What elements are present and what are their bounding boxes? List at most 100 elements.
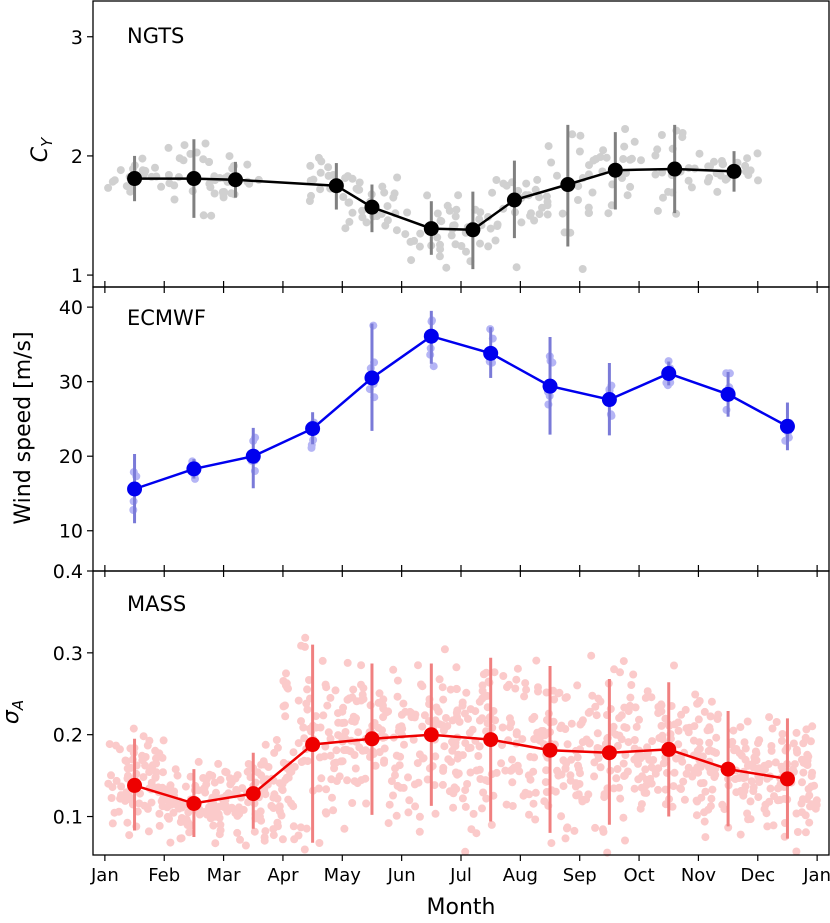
mass-scatter-point: [117, 791, 125, 800]
mass-scatter-point: [163, 812, 172, 821]
mass-scatter-point: [712, 733, 721, 742]
mass-scatter-point: [768, 724, 777, 733]
mass-scatter-point: [415, 827, 424, 836]
mass-scatter-point: [577, 718, 586, 727]
mass-scatter-point: [576, 769, 584, 778]
mass-scatter-point: [513, 664, 522, 673]
ngts-ylabel-sub: Y: [38, 136, 56, 147]
mass-scatter-point: [273, 794, 282, 803]
ngts-scatter-point: [657, 131, 666, 139]
mass-scatter-point: [152, 784, 161, 792]
mass-scatter-point: [206, 814, 215, 823]
mass-scatter-point: [155, 809, 164, 818]
mass-scatter-point: [354, 728, 363, 737]
mass-scatter-point: [352, 697, 361, 706]
mass-scatter-point: [801, 733, 810, 742]
ngts-scatter-point: [621, 125, 630, 133]
mass-scatter-point: [754, 739, 762, 748]
mass-scatter-point: [694, 715, 703, 724]
mass-scatter-point: [144, 827, 153, 836]
mass-scatter-point: [512, 728, 521, 737]
mass-scatter-point: [505, 680, 513, 689]
mass-scatter-point: [708, 785, 717, 794]
mass-scatter-point: [449, 789, 458, 798]
mass-scatter-point: [613, 765, 622, 773]
mass-scatter-point: [461, 847, 470, 856]
ngts-panel: 1 2 3 NGTS CY: [28, 24, 818, 287]
mass-scatter-point: [641, 693, 650, 702]
mass-scatter-point: [765, 713, 774, 722]
mass-scatter-point: [448, 716, 457, 725]
mass-scatter-point: [115, 745, 124, 754]
mass-scatter-point: [398, 724, 407, 733]
mass-scatter-point: [440, 742, 449, 751]
mass-scatter-point: [393, 692, 402, 701]
ngts-y-tick-label: 3: [71, 27, 83, 49]
ngts-scatter-point: [219, 190, 228, 199]
mass-scatter-point: [303, 685, 312, 694]
x-axis-label: Month: [427, 895, 496, 920]
ecmwf-error-bars: [133, 310, 789, 524]
mass-scatter-point: [574, 761, 582, 770]
mass-scatter-point: [272, 736, 281, 744]
mass-scatter-point: [231, 774, 240, 783]
mass-scatter-point: [452, 685, 461, 694]
ngts-scatter-point: [488, 188, 497, 197]
mass-scatter-point: [747, 777, 756, 786]
ngts-scatter-point: [627, 154, 636, 163]
mass-scatter-point: [554, 771, 563, 780]
mass-scatter-point: [680, 795, 689, 804]
mass-mean-point: [245, 786, 261, 802]
mass-scatter-point: [507, 765, 516, 774]
mass-scatter-point: [148, 764, 156, 773]
ngts-mean-point: [364, 199, 380, 215]
mass-scatter-point: [658, 735, 667, 744]
ngts-scatter-point: [170, 195, 179, 204]
ngts-mean-point: [726, 163, 742, 179]
ngts-scatter-point: [383, 202, 392, 211]
mass-scatter-point: [769, 821, 778, 830]
mass-scatter-point: [375, 748, 384, 757]
ngts-scatter-point: [205, 179, 214, 188]
mass-scatter-point: [670, 661, 678, 670]
mass-scatter-point: [331, 686, 340, 695]
ecmwf-mean-point: [245, 448, 261, 464]
mass-scatter-point: [324, 728, 333, 737]
mass-scatter-point: [705, 725, 714, 734]
ngts-scatter-point: [116, 166, 125, 175]
mass-scatter-point: [335, 772, 344, 781]
mass-scatter-point: [490, 668, 499, 677]
month-tick-label: Jun: [387, 865, 416, 886]
ngts-scatter: [104, 125, 762, 273]
mass-mean-point: [661, 741, 677, 757]
mass-scatter-point: [587, 651, 596, 660]
mass-scatter-point: [700, 817, 709, 826]
mass-scatter-point: [743, 717, 752, 726]
ngts-scatter-point: [684, 176, 693, 185]
mass-scatter-point: [588, 691, 597, 700]
ngts-scatter-point: [433, 233, 442, 242]
mass-scatter-point: [519, 791, 528, 800]
mass-scatter-point: [467, 825, 476, 834]
mass-scatter-point: [707, 697, 716, 706]
mass-scatter-point: [502, 800, 511, 809]
mass-scatter-point: [399, 783, 408, 792]
ngts-scatter-point: [578, 265, 587, 273]
mass-scatter-point: [411, 802, 420, 811]
ngts-scatter-point: [687, 183, 696, 192]
mass-scatter-point: [801, 811, 810, 820]
mass-scatter-point: [300, 734, 309, 743]
ngts-scatter-point: [599, 146, 608, 155]
mass-scatter-point: [736, 723, 745, 732]
mass-scatter-point: [793, 828, 802, 836]
mass-scatter-point: [413, 759, 422, 768]
mass-scatter-point: [562, 824, 571, 833]
ngts-scatter-point: [695, 149, 704, 158]
mass-scatter-point: [591, 702, 600, 711]
ngts-scatter-point: [186, 149, 195, 158]
mass-scatter-point: [590, 772, 599, 781]
ecmwf-mean-point: [542, 378, 558, 394]
panel-frames: [92, 0, 830, 856]
mass-scatter-point: [478, 681, 487, 690]
mass-scatter-point: [410, 780, 419, 789]
